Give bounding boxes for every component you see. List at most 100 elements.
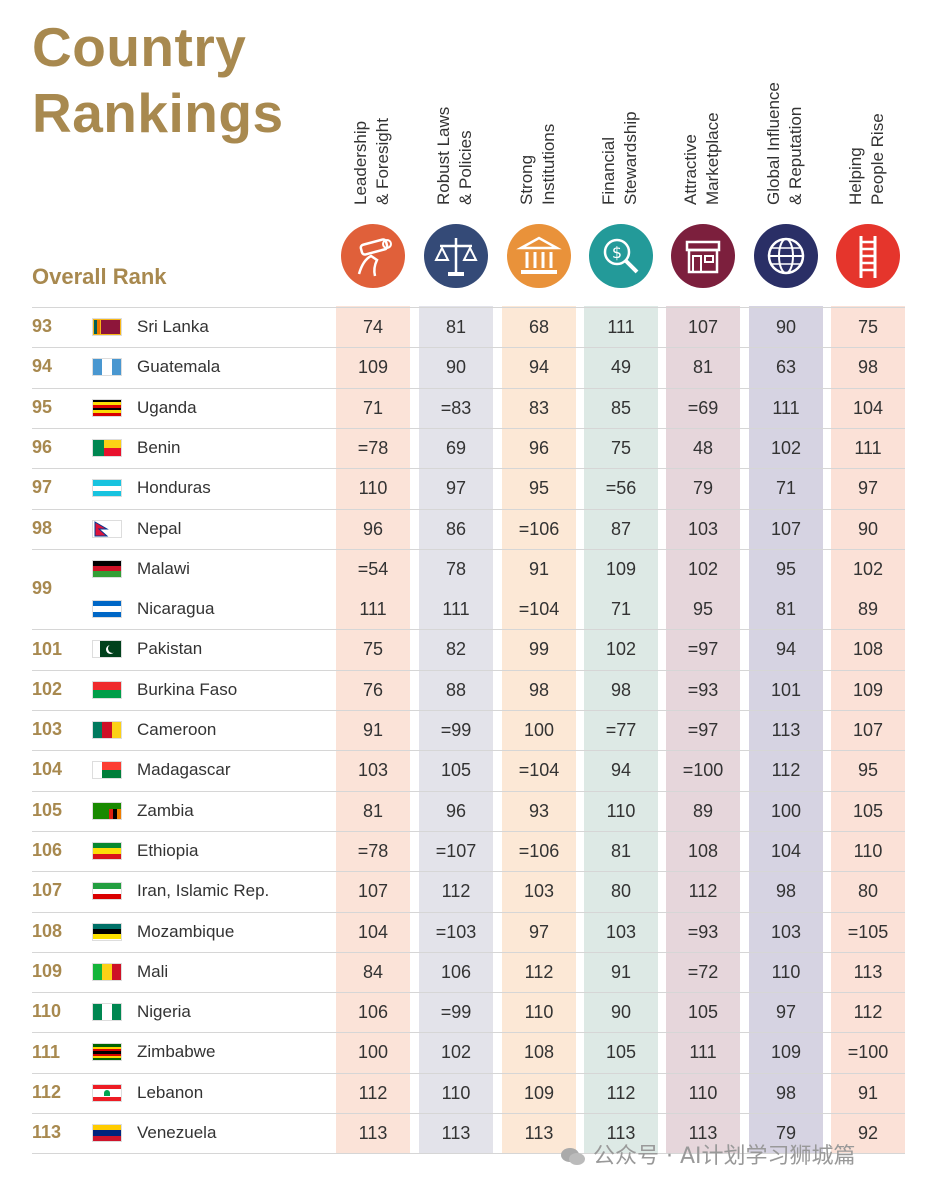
score-cell: 90 [775,317,797,337]
score-cell: 89 [692,800,714,821]
score-cell: =103 [435,921,477,942]
score-cell: 109 [357,357,389,378]
flag-mozambique-icon [92,922,122,941]
score-cell: 110 [771,961,801,982]
table-row [32,468,905,509]
table-row [32,508,905,550]
table-row [32,911,905,953]
score-cell: =99 [440,1002,472,1023]
overall-rank: 101 [32,638,63,659]
score-cell: 110 [524,1002,554,1023]
score-cell: 105 [440,760,472,781]
score-cell: 90 [445,357,467,378]
score-cell: =97 [687,720,719,740]
score-cell: =107 [435,840,477,861]
score-cell: 76 [362,679,384,700]
score-cell: 89 [857,599,879,620]
score-cell: 113 [441,1123,471,1143]
score-cell: 103 [770,921,802,942]
column-header: Strong Institutions [516,60,598,205]
score-cell: =83 [440,397,472,418]
country-name: Honduras [137,478,211,498]
score-cell: 104 [770,840,802,861]
overall-rank: 106 [32,840,63,861]
score-cell: 97 [445,478,467,499]
country-name: Lebanon [137,1082,204,1102]
overall-rank: 99 [32,578,53,599]
score-cell: 110 [853,840,883,861]
score-cell: 98 [610,679,632,700]
overall-rank: 98 [32,517,53,538]
score-cell: 91 [857,1082,879,1103]
score-cell: 85 [610,397,632,418]
flag-nepal-icon [92,519,122,538]
overall-rank: 112 [32,1081,62,1102]
column-header-label: Helping People Rise [846,113,887,205]
country-name: Guatemala [137,357,221,377]
score-cell: 111 [359,599,387,620]
score-cell: 49 [610,357,632,378]
score-cell: 100 [770,800,802,821]
flag-uganda-icon [92,398,122,417]
score-cell: 110 [358,478,388,499]
flag-ethiopia-icon [92,841,122,860]
column-band [666,306,740,1154]
score-cell: 96 [528,437,550,458]
score-cell: 98 [528,679,550,700]
globe-icon [754,224,818,288]
score-cell: 111 [689,1042,717,1063]
table-row [32,951,905,993]
flag-pakistan-icon [92,640,122,659]
score-cell: 112 [358,1082,388,1103]
country-name: Nicaragua [137,599,215,619]
score-cell: 108 [852,639,884,660]
money-magnifier-icon: $ [589,224,653,288]
score-cell: 98 [775,881,797,902]
flag-malawi-icon [92,559,122,578]
country-name: Uganda [137,397,197,417]
country-name: Zimbabwe [137,1042,216,1062]
flag-benin-icon [92,438,122,457]
table-row [32,387,905,429]
column-header-label: Robust Laws & Policies [434,106,475,205]
country-name: Pakistan [137,639,203,659]
country-name: Venezuela [137,1123,217,1142]
score-cell: 99 [528,639,550,660]
overall-rank: 108 [32,920,63,941]
score-cell: 106 [440,961,472,982]
score-cell: 79 [692,478,714,499]
score-cell: 81 [445,317,467,337]
score-cell: 109 [852,679,884,700]
score-cell: 48 [692,437,714,458]
column-header: Financial Stewardship [598,60,680,205]
score-cell: 102 [605,639,637,660]
score-cell: 95 [692,599,714,620]
flag-mali-icon [92,962,122,981]
score-cell: 90 [610,1002,632,1023]
score-cell: 110 [606,800,636,821]
score-cell: 102 [770,437,802,458]
score-cell: 93 [528,800,550,821]
country-name: Burkina Faso [137,679,238,699]
score-cell: =69 [687,397,719,418]
title-line-2: Rankings [32,82,284,144]
score-cell: 104 [357,921,389,942]
score-cell: 112 [853,1002,883,1023]
flag-burkina-faso-icon [92,680,122,699]
score-cell: 91 [610,961,632,982]
score-cell: 105 [687,1002,719,1023]
score-cell: 94 [528,357,550,378]
table-row [32,629,905,670]
score-cell: 71 [610,599,632,620]
score-cell: =100 [682,760,724,781]
score-cell: 91 [362,720,384,740]
table-row [32,750,905,791]
country-name: Sri Lanka [137,317,209,336]
overall-rank: 113 [32,1122,62,1143]
score-cell: 78 [445,558,467,579]
score-cell: 107 [852,720,884,740]
storefront-icon [671,224,735,288]
score-cell: 107 [770,518,802,539]
country-name: Malawi [137,558,190,578]
column-header-label: Strong Institutions [517,123,558,205]
